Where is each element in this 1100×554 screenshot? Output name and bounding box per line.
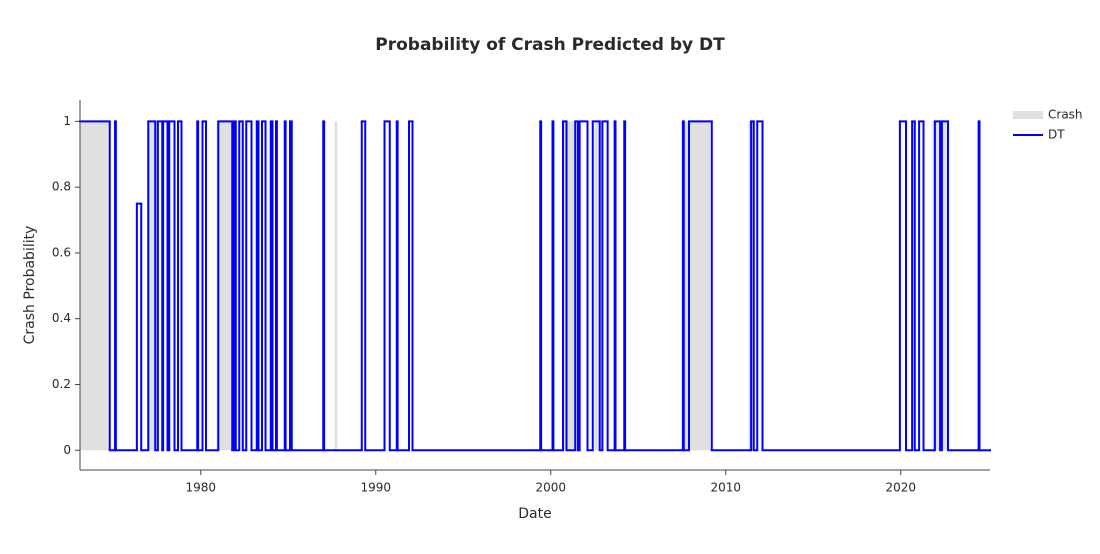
y-tick-label: 0.8 (52, 180, 71, 194)
y-tick-label: 1 (63, 114, 71, 128)
crash-band (80, 121, 110, 451)
y-tick-label: 0.2 (52, 377, 71, 391)
legend-label: DT (1048, 128, 1065, 142)
legend-swatch (1013, 111, 1043, 119)
crash-band (148, 121, 158, 451)
x-axis-title: Date (518, 506, 551, 522)
crash-band (682, 121, 710, 451)
y-tick-label: 0 (63, 443, 71, 457)
x-tick-label: 1980 (185, 481, 216, 495)
legend: Crash DT (1013, 108, 1083, 142)
y-tick-label: 0.6 (52, 245, 71, 259)
legend-label: Crash (1048, 108, 1083, 122)
x-tick-label: 2010 (710, 481, 741, 495)
y-axis-title: Crash Probability (22, 226, 38, 345)
crash-band (334, 121, 338, 451)
x-tick-label: 1990 (360, 481, 391, 495)
x-tick-label: 2020 (885, 481, 916, 495)
crash-band (562, 121, 576, 451)
crash-band (216, 121, 234, 451)
chart-title: Probability of Crash Predicted by DT (375, 35, 725, 55)
x-tick-label: 2000 (535, 481, 566, 495)
plot-area (79, 120, 991, 452)
y-tick-label: 0.4 (52, 311, 71, 325)
crash-band (594, 121, 600, 451)
